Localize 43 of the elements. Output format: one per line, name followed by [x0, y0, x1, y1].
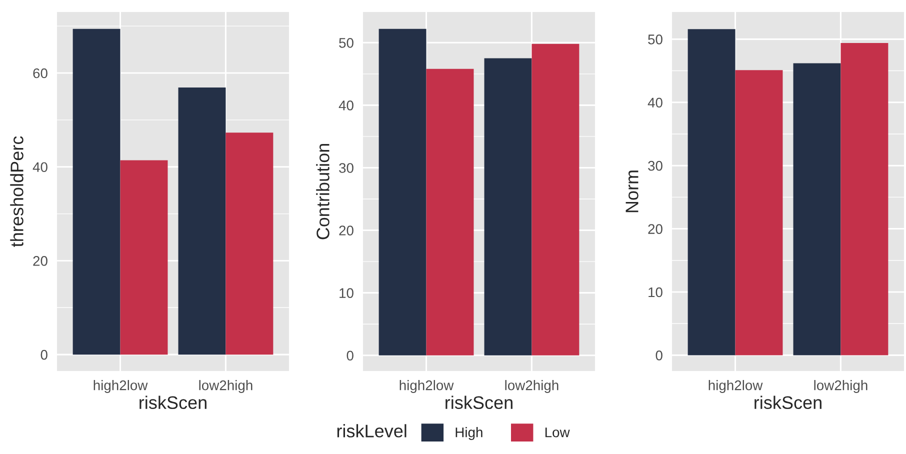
x-tick-label: high2low — [94, 380, 148, 393]
y-tick-label: 20 — [648, 224, 662, 234]
y-axis-title: thresholdPerc — [10, 136, 24, 247]
y-axis-title: Contribution — [316, 144, 330, 240]
bar — [120, 160, 168, 355]
y-tick-label: 50 — [648, 34, 662, 44]
x-tick-label: high2low — [400, 380, 454, 393]
y-tick-label: 0 — [346, 350, 354, 361]
x-axis-title: riskScen — [446, 396, 512, 410]
bar — [484, 58, 532, 356]
y-tick-label: 50 — [339, 38, 354, 48]
bar — [226, 132, 274, 355]
bar — [793, 63, 841, 356]
bar — [735, 70, 783, 356]
legend-title: riskLevel — [337, 424, 406, 438]
bar — [840, 42, 888, 356]
bar — [72, 28, 120, 355]
y-tick-label: 30 — [648, 160, 662, 171]
y-tick-label: 0 — [656, 350, 662, 360]
y-tick-label: 60 — [33, 68, 48, 78]
y-tick-label: 30 — [339, 163, 354, 173]
y-tick-label: 40 — [338, 100, 354, 110]
bar — [532, 44, 580, 356]
bar — [178, 88, 226, 355]
x-tick-label: low2high — [199, 380, 252, 393]
y-axis-title: Norm — [626, 170, 638, 212]
y-tick-label: 10 — [648, 287, 662, 298]
y-tick-label: 20 — [339, 226, 354, 236]
x-axis-title: riskScen — [754, 396, 822, 410]
y-tick-label: 20 — [33, 256, 48, 266]
bar — [378, 28, 426, 356]
y-tick-label: 40 — [32, 162, 48, 172]
x-axis-title: riskScen — [140, 396, 206, 410]
x-tick-label: low2high — [814, 380, 868, 393]
legend-label: High — [456, 427, 482, 440]
bar — [426, 68, 474, 356]
x-tick-label: low2high — [505, 380, 558, 393]
bar — [688, 29, 736, 356]
y-tick-label: 10 — [340, 288, 354, 298]
y-tick-label: 0 — [40, 350, 48, 360]
x-tick-label: high2low — [708, 380, 763, 393]
y-tick-label: 40 — [648, 98, 662, 108]
legend-label: Low — [545, 428, 570, 438]
